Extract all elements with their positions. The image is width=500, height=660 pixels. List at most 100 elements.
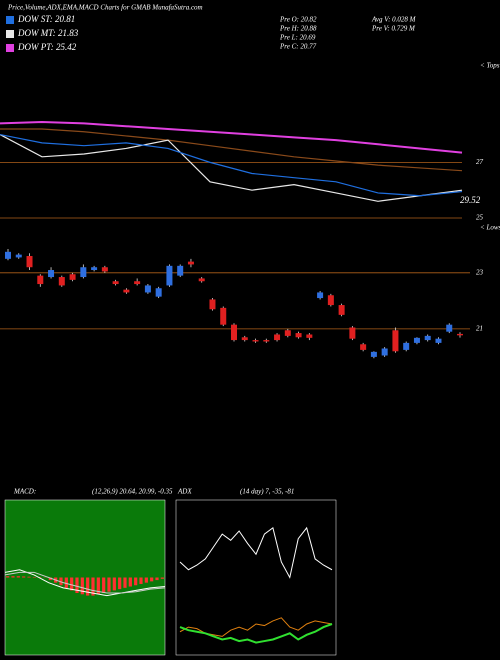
ema-line (0, 121, 463, 154)
info-item: Pre O: 20.82 (279, 16, 317, 24)
histogram-bar (160, 577, 164, 579)
candle-body (80, 267, 87, 278)
histogram-bar (64, 577, 68, 588)
histogram-bar (91, 577, 95, 596)
histogram-bar (6, 576, 10, 578)
histogram-bar (32, 576, 36, 578)
candle-body (284, 330, 291, 336)
legend-label: DOW PT: 25.42 (17, 42, 77, 52)
macd-subtitle: (12,26,9) 20.64, 20.99, -0.35 (92, 488, 173, 496)
candle-body (5, 251, 11, 259)
candle-body (155, 288, 162, 297)
ema-line (0, 128, 463, 172)
histogram-bar (11, 576, 15, 578)
candle-body (435, 338, 442, 343)
candle-body (91, 267, 98, 271)
histogram-bar (22, 576, 26, 578)
legend-swatch (6, 16, 14, 24)
candle-body (26, 256, 33, 268)
legend-swatch (6, 44, 14, 52)
histogram-bar (128, 577, 132, 587)
histogram-bar (48, 577, 52, 581)
candle-body (424, 335, 431, 341)
histogram-bar (155, 577, 159, 581)
macd-title: MACD: (13, 488, 36, 496)
ema-line (0, 134, 463, 202)
tops-marker: < Tops (480, 62, 500, 70)
adx-line (179, 526, 333, 579)
histogram-bar (123, 577, 127, 588)
histogram-bar (118, 577, 122, 590)
histogram-bar (80, 577, 84, 595)
y-tick-label: 21 (476, 324, 483, 332)
candle-body (241, 337, 248, 341)
info-item: Pre L: 20.69 (279, 34, 316, 42)
candle-body (198, 278, 205, 282)
candle-body (220, 307, 227, 325)
histogram-bar (16, 576, 20, 578)
candle-body (327, 295, 334, 306)
histogram-bar (96, 577, 100, 595)
y-tick-label: 25 (476, 214, 484, 222)
candle-body (360, 344, 367, 350)
info-item: Avg V: 0.028 M (371, 16, 417, 24)
candle-body (295, 333, 302, 338)
candle-body (413, 337, 420, 343)
candle-body (209, 299, 216, 310)
candle-body (15, 254, 22, 258)
candle-body (231, 324, 237, 341)
histogram-bar (150, 577, 154, 582)
histogram-bar (107, 577, 111, 592)
y-tick-label: 23 (476, 268, 484, 276)
candle-body (112, 281, 119, 285)
candle-body (338, 305, 345, 315)
ema-line (0, 133, 463, 197)
histogram-bar (139, 577, 143, 584)
candle-body (457, 333, 463, 336)
macd-line (4, 569, 166, 597)
histogram-bar (27, 576, 31, 578)
legend-label: DOW MT: 21.83 (17, 28, 79, 38)
macd-line (4, 571, 166, 594)
histogram-bar (75, 577, 79, 593)
candle-body (48, 270, 55, 278)
info-item: Pre C: 20.77 (279, 43, 317, 51)
histogram-bar (38, 576, 42, 578)
histogram-bar (134, 577, 138, 586)
legend-label: DOW ST: 20.81 (17, 14, 75, 24)
candle-body (381, 348, 388, 356)
histogram-bar (70, 577, 74, 591)
histogram-bar (144, 577, 148, 583)
candle-body (274, 334, 281, 341)
candle-body (349, 327, 356, 339)
adx-title: ADX (177, 488, 192, 496)
candle-body (317, 292, 324, 299)
candle-body (134, 281, 141, 285)
candle-body (446, 324, 453, 332)
page-title: Price,Volume,ADX,EMA,MACD Charts for GMA… (7, 4, 203, 12)
info-item: Pre V: 0.729 M (371, 25, 416, 33)
candle-body (403, 342, 410, 350)
candle-body (58, 277, 65, 286)
legend-swatch (6, 30, 14, 38)
last-label: 29.52 (460, 195, 481, 205)
candle-body (37, 275, 44, 285)
candle-body (370, 351, 377, 357)
candle-body (101, 267, 108, 272)
candle-body (306, 334, 313, 338)
panel-bg (4, 499, 166, 656)
candle-body (252, 340, 259, 342)
lows-marker: < Lows (480, 224, 500, 232)
adx-subtitle: (14 day) 7, -35, -81 (240, 488, 294, 496)
candle-body (392, 330, 399, 352)
candle-body (69, 274, 76, 280)
histogram-bar (112, 577, 116, 591)
adx-line (179, 623, 333, 644)
panel-bg (175, 499, 337, 656)
candle-body (177, 265, 184, 276)
candle-body (187, 261, 194, 265)
y-tick-label: 27 (476, 158, 484, 166)
histogram-bar (86, 577, 90, 596)
candle-body (166, 265, 173, 286)
